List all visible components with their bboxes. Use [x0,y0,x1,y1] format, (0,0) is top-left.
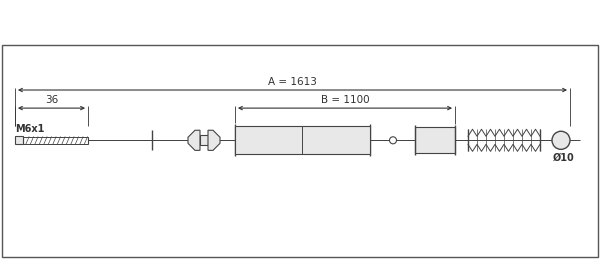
Bar [15,136,23,144]
Polygon shape [188,130,200,150]
Text: 36: 36 [45,95,58,105]
Text: 24.3727-0134.2: 24.3727-0134.2 [148,11,332,31]
Bar [200,135,208,145]
Text: Ø10: Ø10 [553,152,575,162]
Bar [415,127,455,153]
Polygon shape [208,130,220,150]
Text: A = 1613: A = 1613 [268,77,317,87]
Bar [23,137,88,144]
Circle shape [389,137,397,144]
Circle shape [552,131,570,149]
Bar [235,126,370,154]
Text: M6x1: M6x1 [15,124,44,134]
Text: B = 1100: B = 1100 [320,95,370,105]
Text: 580134: 580134 [370,11,458,31]
